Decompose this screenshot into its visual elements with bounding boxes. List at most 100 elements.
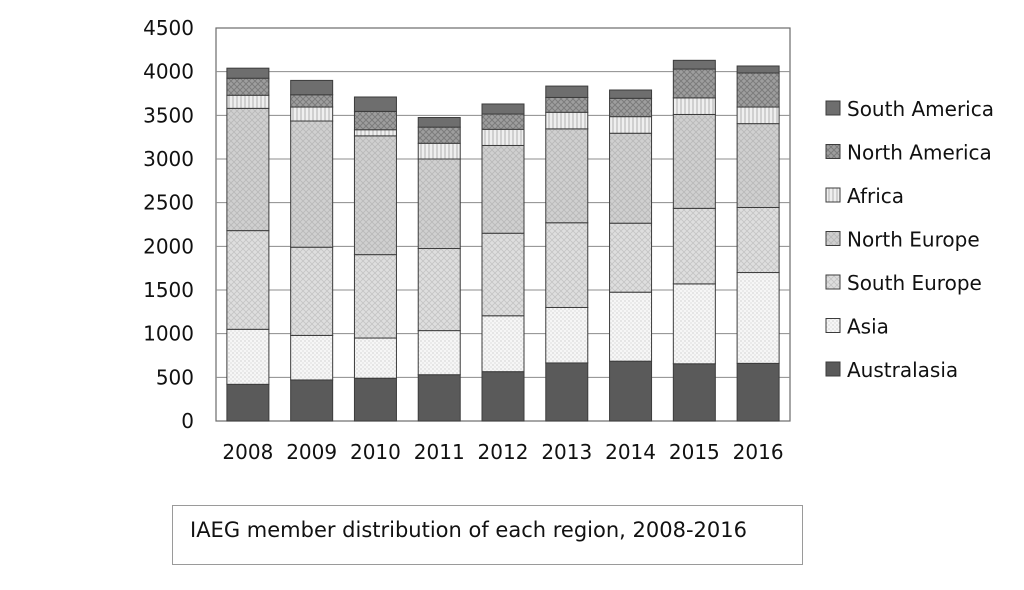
bar-segment-south-europe: [609, 222, 653, 293]
bar-segment-asia: [353, 337, 397, 379]
bar-segment-north-america: [290, 94, 334, 108]
bar-segment-asia: [417, 330, 461, 376]
bar-segment-south-america: [545, 85, 589, 98]
bar-segment-asia: [481, 315, 525, 373]
bar-segment-australasia: [736, 362, 780, 422]
legend: South America North America Africa North Eu…: [825, 97, 994, 382]
y-tick-label: 3500: [143, 103, 194, 127]
bar-segment-africa: [481, 128, 525, 146]
bar-segment-north-europe: [417, 158, 461, 250]
legend-label: North Europe: [847, 228, 980, 252]
legend-label: South America: [847, 97, 994, 121]
y-tick-label: 4000: [143, 60, 194, 84]
x-tick-label: 2012: [478, 440, 529, 464]
chart-caption: IAEG member distribution of each region,…: [190, 518, 747, 542]
bar-segment-australasia: [481, 371, 525, 422]
y-tick-label: 3000: [143, 147, 194, 171]
y-tick-label: 1000: [143, 322, 194, 346]
x-tick-label: 2016: [733, 440, 784, 464]
bar-segment-south-europe: [226, 230, 270, 330]
x-tick-label: 2013: [541, 440, 592, 464]
bar-segment-africa: [290, 106, 334, 122]
bar-segment-asia: [736, 272, 780, 364]
legend-swatch: [825, 144, 841, 159]
bar-segment-north-europe: [736, 123, 780, 208]
bar-segment-south-europe: [417, 248, 461, 332]
bar-segment-north-europe: [290, 120, 334, 248]
legend-swatch: [825, 274, 841, 290]
legend-label: Australasia: [847, 358, 958, 382]
bar-segment-australasia: [672, 363, 716, 422]
legend-swatch: [825, 318, 841, 333]
bar-segment-south-america: [672, 59, 716, 70]
bar-segment-south-america: [736, 65, 780, 74]
bar-segment-africa: [672, 97, 716, 115]
bar-segment-north-europe: [609, 132, 653, 224]
bar-segment-south-america: [609, 89, 653, 99]
bar-segment-south-america: [417, 117, 461, 128]
legend-swatch: [825, 361, 841, 377]
legend-label: South Europe: [847, 271, 982, 295]
bar-segment-north-america: [353, 110, 397, 131]
bar-segment-asia: [672, 283, 716, 365]
bar-segment-asia: [545, 306, 589, 364]
bar-segment-north-europe: [226, 107, 270, 232]
x-tick-label: 2014: [605, 440, 656, 464]
bar-segment-africa: [609, 116, 653, 134]
y-tick-label: 2000: [143, 234, 194, 258]
bar-segment-australasia: [353, 377, 397, 422]
bar-segment-south-america: [290, 79, 334, 96]
bar-segment-africa: [545, 111, 589, 130]
bar-segment-north-europe: [481, 144, 525, 234]
bar-segment-south-america: [226, 67, 270, 79]
bar-segment-asia: [226, 328, 270, 385]
y-tick-label: 500: [156, 365, 194, 389]
bar-segment-north-america: [672, 68, 716, 99]
bar-segment-australasia: [290, 379, 334, 422]
y-tick-label: 4500: [143, 16, 194, 40]
bar-segment-south-europe: [736, 206, 780, 274]
bar-segment-north-america: [226, 77, 270, 96]
bar-segment-south-europe: [672, 207, 716, 285]
bar-segment-north-europe: [353, 135, 397, 256]
x-tick-label: 2008: [222, 440, 273, 464]
bar-segment-australasia: [226, 383, 270, 422]
bar-segment-north-america: [545, 96, 589, 113]
bar-segment-south-europe: [481, 232, 525, 317]
bar-segment-australasia: [417, 374, 461, 422]
bar-segment-north-america: [736, 72, 780, 108]
bar-segment-south-europe: [290, 246, 334, 336]
bar-segment-africa: [736, 106, 780, 125]
caption-box: IAEG member distribution of each region,…: [172, 505, 803, 565]
y-tick-label: 1500: [143, 278, 194, 302]
bar-segment-north-europe: [545, 128, 589, 224]
bars: [226, 59, 780, 422]
axes: 0 500 1000 1500 2000 2500 3000 3500 4000 4500 2008…: [143, 16, 783, 464]
y-tick-label: 2500: [143, 191, 194, 215]
legend-swatch: [825, 231, 841, 246]
bar-segment-africa: [226, 94, 270, 109]
bar-segment-asia: [290, 334, 334, 381]
y-tick-label: 0: [181, 409, 194, 433]
x-tick-label: 2015: [669, 440, 720, 464]
bar-segment-africa: [353, 129, 397, 137]
bar-segment-australasia: [609, 360, 653, 422]
bar-segment-south-europe: [545, 222, 589, 308]
bar-segment-asia: [609, 291, 653, 362]
bar-segment-north-america: [481, 113, 525, 130]
x-tick-label: 2009: [286, 440, 337, 464]
legend-label: North America: [847, 141, 992, 165]
legend-label: Africa: [847, 184, 904, 208]
bar-segment-north-europe: [672, 113, 716, 209]
bar-segment-australasia: [545, 362, 589, 422]
bar-segment-south-europe: [353, 254, 397, 339]
legend-swatch: [825, 187, 841, 203]
bar-segment-south-america: [481, 103, 525, 115]
bar-segment-africa: [417, 142, 461, 160]
x-tick-label: 2011: [414, 440, 465, 464]
legend-swatch: [825, 100, 841, 116]
bar-segment-north-america: [609, 97, 653, 118]
bar-segment-north-america: [417, 126, 461, 144]
bar-segment-south-america: [353, 96, 397, 112]
